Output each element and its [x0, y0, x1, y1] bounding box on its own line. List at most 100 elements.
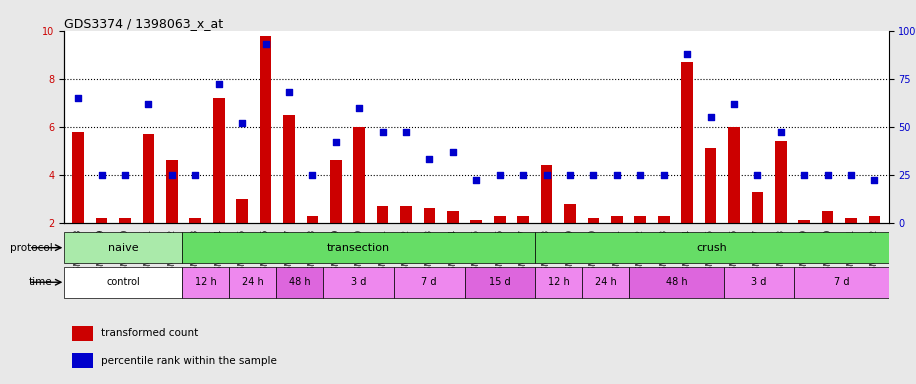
Bar [354, 127, 365, 223]
Point [680, 51, 694, 57]
Text: 24 h: 24 h [242, 277, 264, 287]
Bar [400, 206, 412, 223]
Point [234, 120, 249, 126]
Bar [564, 204, 576, 223]
FancyBboxPatch shape [583, 266, 629, 298]
Point [821, 172, 835, 178]
Text: 12 h: 12 h [548, 277, 570, 287]
Point [258, 41, 273, 47]
Bar [166, 161, 178, 223]
Point [516, 172, 530, 178]
Bar [471, 220, 482, 223]
Point [540, 172, 554, 178]
Bar [728, 127, 740, 223]
Bar [518, 215, 529, 223]
Text: control: control [106, 277, 140, 287]
Point [844, 172, 858, 178]
Point [94, 172, 109, 178]
Bar [751, 192, 763, 223]
Bar [799, 220, 810, 223]
Point [281, 89, 296, 95]
Point [71, 95, 85, 101]
Point [633, 172, 648, 178]
Bar [259, 36, 271, 223]
Text: protocol: protocol [9, 243, 52, 253]
Point [609, 172, 624, 178]
Bar [494, 215, 506, 223]
Bar [868, 215, 880, 223]
Bar [376, 206, 388, 223]
Text: 7 d: 7 d [834, 277, 849, 287]
Point [586, 172, 601, 178]
Bar [704, 148, 716, 223]
Point [376, 129, 390, 136]
Bar [330, 161, 342, 223]
FancyBboxPatch shape [182, 266, 229, 298]
FancyBboxPatch shape [535, 232, 889, 263]
Text: 3 d: 3 d [751, 277, 767, 287]
Bar [611, 215, 623, 223]
Text: GDS3374 / 1398063_x_at: GDS3374 / 1398063_x_at [64, 17, 224, 30]
Point [797, 172, 812, 178]
Bar [72, 131, 84, 223]
Point [117, 172, 132, 178]
Bar [447, 211, 459, 223]
Bar [119, 218, 131, 223]
Bar [143, 134, 154, 223]
Bar [423, 208, 435, 223]
FancyBboxPatch shape [64, 232, 182, 263]
Text: naive: naive [108, 243, 138, 253]
Text: time: time [28, 277, 52, 287]
Bar [283, 115, 295, 223]
Text: 15 d: 15 d [489, 277, 511, 287]
Bar [658, 215, 670, 223]
Point [703, 114, 718, 120]
Bar [845, 218, 856, 223]
Bar [587, 218, 599, 223]
Text: 48 h: 48 h [666, 277, 687, 287]
Bar [682, 62, 693, 223]
Point [188, 172, 202, 178]
Point [750, 172, 765, 178]
Point [773, 129, 788, 136]
Bar [213, 98, 224, 223]
Point [305, 172, 320, 178]
Bar [72, 353, 93, 368]
Bar [190, 218, 202, 223]
Point [562, 172, 577, 178]
Bar [635, 215, 646, 223]
Text: crush: crush [696, 243, 727, 253]
Bar [775, 141, 787, 223]
Bar [236, 199, 248, 223]
Text: 48 h: 48 h [289, 277, 311, 287]
FancyBboxPatch shape [229, 266, 276, 298]
Bar [822, 211, 834, 223]
Point [493, 172, 507, 178]
Bar [72, 326, 93, 341]
Point [212, 81, 226, 88]
Point [445, 149, 460, 155]
Text: percentile rank within the sample: percentile rank within the sample [101, 356, 278, 366]
Text: 7 d: 7 d [421, 277, 437, 287]
FancyBboxPatch shape [629, 266, 724, 298]
Text: 3 d: 3 d [351, 277, 366, 287]
Text: transection: transection [327, 243, 390, 253]
Point [726, 101, 741, 107]
Point [867, 177, 882, 184]
Point [141, 101, 156, 107]
FancyBboxPatch shape [323, 266, 394, 298]
Point [165, 172, 180, 178]
Bar [540, 165, 552, 223]
FancyBboxPatch shape [794, 266, 889, 298]
Text: transformed count: transformed count [101, 328, 199, 338]
Point [352, 104, 366, 111]
Bar [307, 215, 318, 223]
FancyBboxPatch shape [394, 266, 464, 298]
Point [657, 172, 671, 178]
FancyBboxPatch shape [182, 232, 535, 263]
FancyBboxPatch shape [64, 266, 182, 298]
FancyBboxPatch shape [535, 266, 583, 298]
Text: 24 h: 24 h [595, 277, 616, 287]
FancyBboxPatch shape [464, 266, 535, 298]
Point [329, 139, 344, 145]
